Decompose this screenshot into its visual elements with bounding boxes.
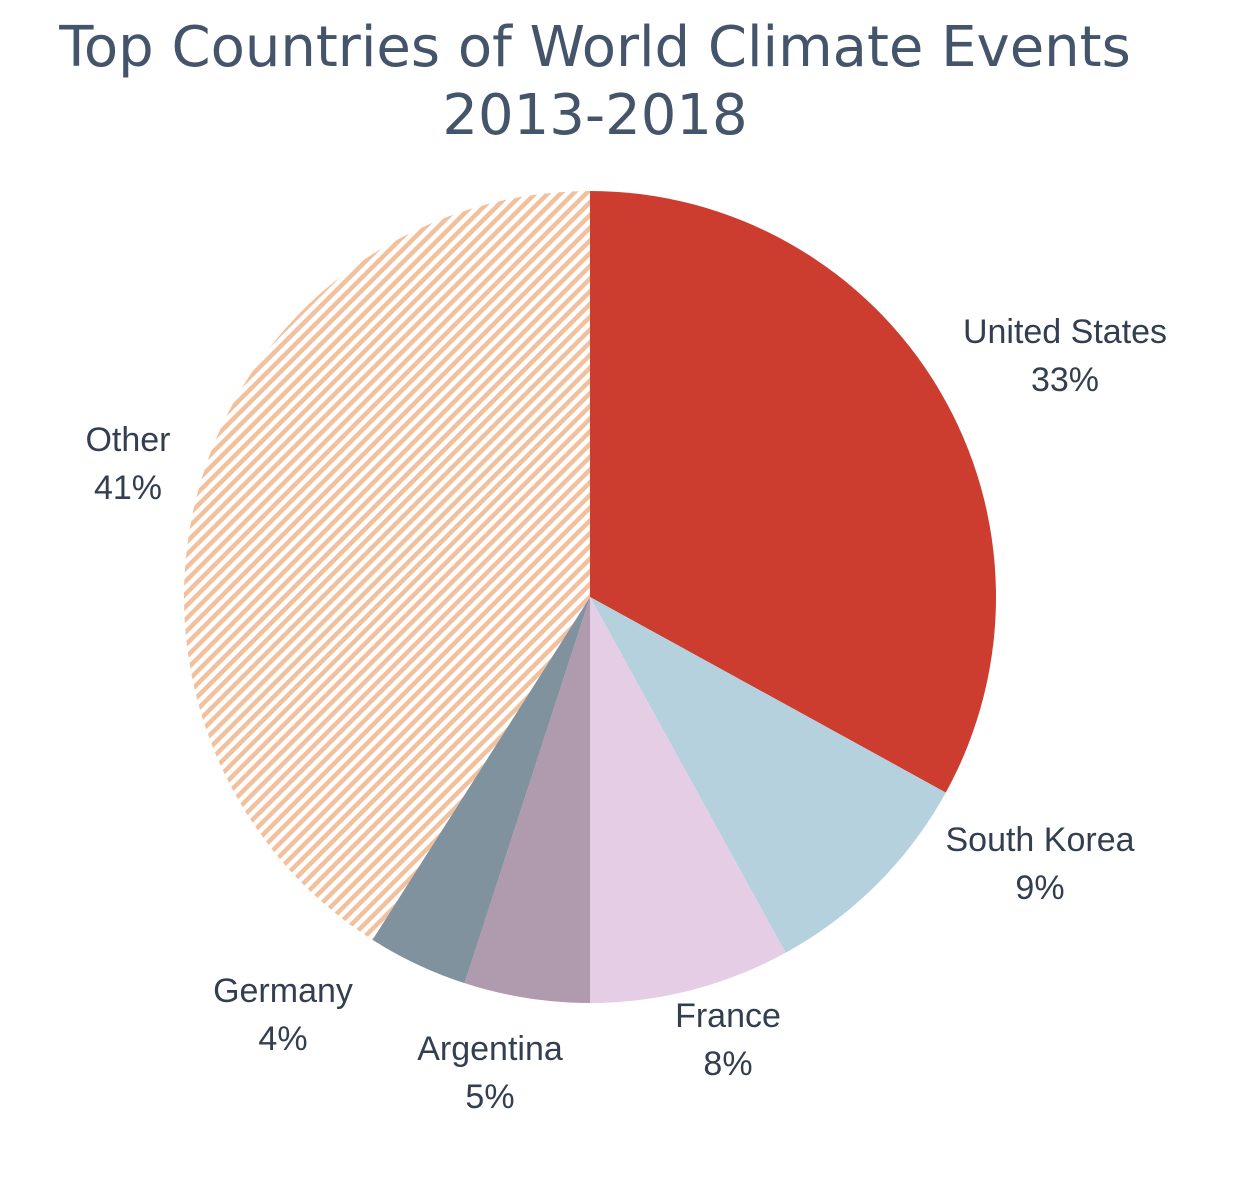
chart-title-line-1: Top Countries of World Climate Events: [59, 15, 1131, 80]
slice-label-percent: 8%: [703, 1045, 752, 1083]
pie-slice-south-korea: [590, 597, 946, 953]
slice-label-germany: Germany 4%: [213, 972, 353, 1058]
slice-label-argentina: Argentina 5%: [417, 1030, 563, 1116]
slice-label-south-korea: South Korea 9%: [945, 821, 1134, 907]
pie-slice-other: [184, 191, 590, 940]
slice-label-name: France: [675, 997, 781, 1035]
pie-slice-germany: [372, 597, 590, 984]
slice-label-name: Germany: [213, 972, 353, 1010]
slice-label-other: Other 41%: [85, 421, 170, 507]
slice-label-name: United States: [963, 313, 1167, 351]
slice-label-percent: 9%: [1015, 869, 1064, 907]
pie-labels: United States 33% South Korea 9% France 8% Arg…: [85, 313, 1167, 1116]
slice-label-percent: 5%: [465, 1078, 514, 1116]
slice-label-name: South Korea: [945, 821, 1134, 859]
pie-slice-united-states: [590, 191, 996, 793]
chart-title: Top Countries of World Climate Events 20…: [0, 14, 1190, 150]
pie-slices: [184, 191, 996, 1003]
slice-label-united-states: United States 33%: [963, 313, 1167, 399]
slice-label-percent: 4%: [258, 1020, 307, 1058]
pie-slice-france: [590, 597, 786, 1003]
chart-title-line-2: 2013-2018: [442, 83, 748, 148]
slice-label-france: France 8%: [675, 997, 781, 1083]
slice-label-name: Other: [85, 421, 170, 459]
slice-label-percent: 33%: [1031, 361, 1099, 399]
slice-label-name: Argentina: [417, 1030, 563, 1068]
slice-label-percent: 41%: [94, 469, 162, 507]
pie-slice-argentina: [464, 597, 590, 1003]
